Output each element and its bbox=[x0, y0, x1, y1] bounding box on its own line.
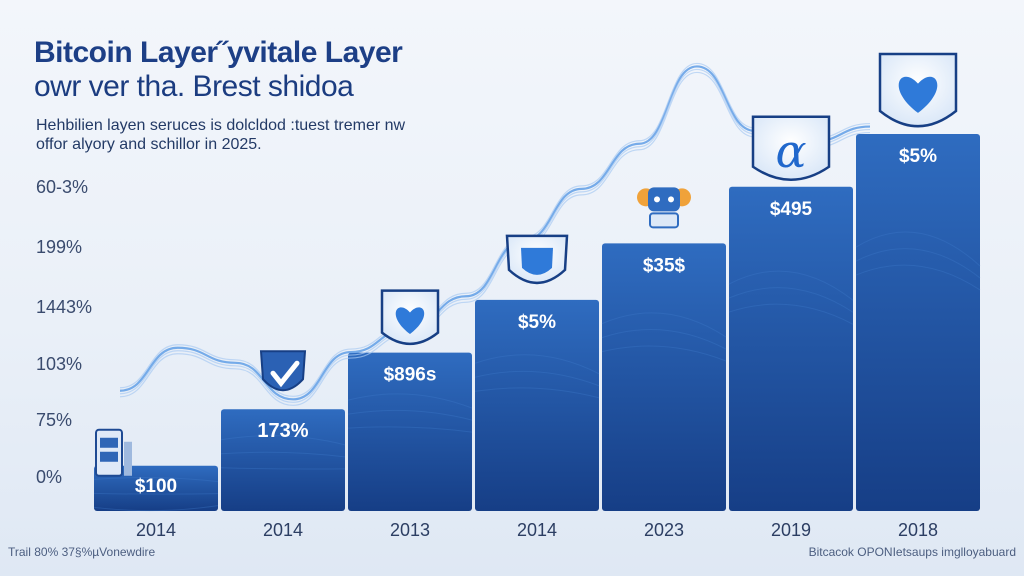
bar-texture bbox=[601, 345, 727, 362]
trend-line-layer bbox=[119, 62, 871, 406]
svg-text:α: α bbox=[775, 124, 806, 178]
alpha-badge-icon: α bbox=[751, 115, 831, 182]
bar-texture bbox=[601, 329, 727, 350]
bar-texture bbox=[93, 477, 219, 483]
heart-badge-icon bbox=[380, 289, 440, 345]
shield-icon bbox=[505, 234, 569, 284]
y-tick-label: 60-3% bbox=[36, 177, 89, 197]
heart-badge-icon bbox=[878, 52, 958, 128]
bar bbox=[94, 465, 218, 511]
x-tick-label: 2014 bbox=[263, 520, 303, 540]
robot-icon bbox=[637, 187, 691, 229]
bar-value-label: $100 bbox=[135, 476, 177, 497]
chart-subtitle: Hehbilien layen seruces is dolcldod :tue… bbox=[36, 116, 496, 154]
bar-texture bbox=[474, 387, 600, 399]
y-tick-label: 199% bbox=[36, 237, 83, 257]
chart-title: Bitcoin Layer˝yvitale Layer owr ver tha.… bbox=[34, 36, 594, 104]
bar bbox=[856, 134, 980, 511]
title-line-2: owr ver tha. Brest shidoa bbox=[34, 70, 354, 103]
bar-texture bbox=[347, 426, 473, 433]
footer-left-note: Trail 80% 37§%µVonewdire bbox=[8, 545, 156, 559]
bar-texture bbox=[220, 467, 346, 470]
bar-texture bbox=[347, 393, 473, 409]
x-tick-label: 2023 bbox=[644, 520, 684, 540]
trend-line bbox=[119, 65, 871, 401]
trend-line bbox=[119, 68, 871, 403]
server-icon bbox=[95, 428, 132, 477]
bar-texture bbox=[855, 231, 981, 267]
x-tick-label: 2019 bbox=[771, 520, 811, 540]
shield-check-icon bbox=[259, 350, 307, 392]
bar-texture bbox=[855, 264, 981, 291]
bar-texture bbox=[220, 435, 346, 446]
bar bbox=[221, 409, 345, 511]
bar-texture bbox=[728, 303, 854, 325]
bar-texture bbox=[474, 370, 600, 387]
y-tick-label: 103% bbox=[36, 354, 83, 374]
bar bbox=[475, 299, 599, 511]
bar-texture bbox=[347, 409, 473, 421]
bars-layer bbox=[93, 134, 981, 512]
bar-value-label: $5% bbox=[899, 146, 937, 167]
bar-texture bbox=[728, 287, 854, 313]
labels-layer: $100 2014 173% 2014 $896s 2013 $5% 2014 $35$ 2023… bbox=[135, 146, 938, 540]
x-tick-label: 2014 bbox=[136, 520, 176, 540]
bar-value-label: $35$ bbox=[643, 255, 686, 276]
title-line-1: Bitcoin Layer˝yvitale Layer bbox=[34, 36, 403, 69]
subtitle-line-1: Hehbilien layen seruces is dolcldod :tue… bbox=[36, 117, 406, 134]
bar bbox=[348, 352, 472, 511]
bar-texture bbox=[93, 492, 219, 495]
icons-layer: α bbox=[95, 52, 958, 477]
bar-texture bbox=[855, 248, 981, 279]
bar bbox=[729, 186, 853, 511]
bar-texture bbox=[728, 270, 854, 301]
bar-texture bbox=[220, 451, 346, 458]
bar-value-label: $896s bbox=[384, 365, 437, 386]
y-tick-label: 1443% bbox=[36, 297, 93, 317]
x-tick-label: 2013 bbox=[390, 520, 430, 540]
bar-texture bbox=[601, 312, 727, 338]
bar bbox=[602, 243, 726, 511]
y-tick-label: 0% bbox=[36, 467, 63, 487]
trend-line bbox=[119, 71, 871, 406]
x-tick-label: 2014 bbox=[517, 520, 557, 540]
bar-value-label: 173% bbox=[257, 420, 308, 442]
bar-value-label: $5% bbox=[518, 312, 556, 333]
trend-line bbox=[119, 62, 871, 397]
y-tick-label: 75% bbox=[36, 410, 73, 430]
bar-texture bbox=[93, 505, 219, 512]
bar-value-label: $495 bbox=[770, 199, 813, 220]
x-tick-label: 2018 bbox=[898, 520, 938, 540]
bar-texture bbox=[474, 354, 600, 375]
footer-right-note: Bitcacok OPONIetsaups imglloyabuard bbox=[808, 545, 1016, 559]
subtitle-line-2: offor alyory and schillor in 2025. bbox=[36, 136, 262, 153]
